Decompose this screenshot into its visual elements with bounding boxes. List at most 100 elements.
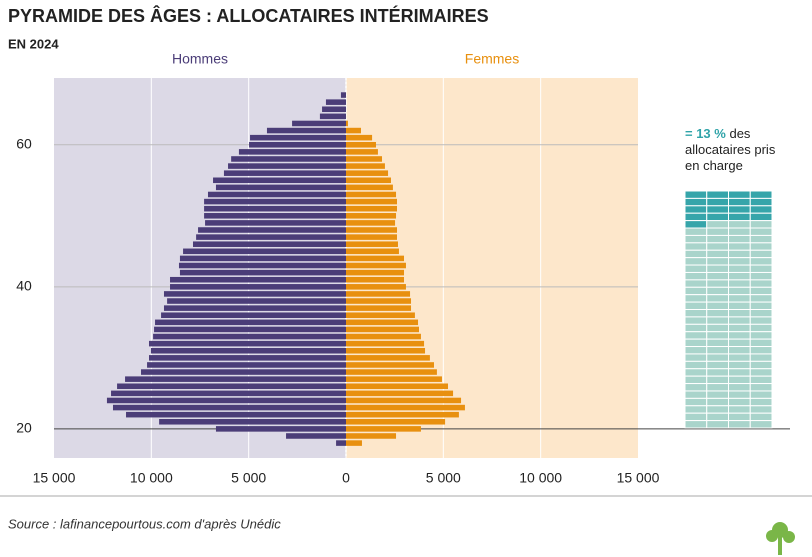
bar [346,369,437,375]
bar [204,213,346,219]
waffle-cell [706,227,729,236]
waffle-cell [749,279,773,288]
waffle-cell [728,190,751,199]
bar [319,113,346,120]
bar [346,426,421,432]
x-tick-label: 15 000 [33,470,76,486]
bar [155,319,346,326]
waffle-cell [749,205,773,214]
waffle-cell [706,368,729,377]
x-tick-label: 0 [342,470,350,486]
x-tick-label: 5 000 [231,470,266,486]
bar [346,163,385,169]
waffle-cell [706,323,729,333]
waffle-cell [684,301,708,310]
bar [170,284,346,290]
waffle-cell [706,375,729,385]
source: Source : lafinancepourtous.com d'après U… [8,516,281,531]
waffle-cell [728,220,751,229]
waffle-cell [706,264,729,273]
waffle-cell [684,264,708,273]
waffle-cell [684,294,708,303]
waffle-cell [706,383,729,392]
waffle-cell [749,264,773,273]
bar [346,276,405,283]
bar [147,362,346,368]
x-tick-label: 10 000 [519,470,562,486]
waffle-cell [728,405,751,414]
waffle-cell [749,227,773,236]
bar [346,411,459,418]
bar [192,241,346,247]
bar [179,255,346,262]
bar [112,404,346,411]
waffle-cell [706,338,729,348]
waffle-cell [749,383,773,392]
bar [148,340,346,347]
waffle-cell [706,205,729,214]
waffle-cell [684,279,708,288]
bar [170,276,346,283]
waffle-cell [749,190,773,199]
bar [346,390,454,397]
waffle-cell [684,286,708,296]
bar [346,298,412,304]
x-tick-label: 15 000 [617,470,660,486]
waffle-cell [684,257,708,266]
bar [117,383,347,390]
bar [238,149,346,155]
bar [346,213,397,219]
bar [346,177,391,184]
x-tick-label: 10 000 [130,470,173,486]
bar [153,333,346,340]
waffle-cell [749,405,773,414]
waffle-cell [728,286,751,296]
bar [346,355,430,361]
bar [346,397,462,404]
waffle-cell [684,249,708,259]
waffle-cell [684,205,708,214]
bar [159,419,346,425]
waffle-cell [684,227,708,236]
logo [766,522,795,555]
waffle-cell [706,420,729,429]
waffle-cell [749,316,773,325]
bar [207,191,346,198]
bar [346,262,406,269]
bar [126,411,346,418]
bar [111,390,347,397]
bar [346,362,434,368]
waffle-cell [728,383,751,392]
waffle-cell [728,212,751,222]
bar [154,326,346,333]
bar [325,99,346,105]
waffle-cell [706,301,729,310]
bar [205,220,346,226]
waffle-cell [749,331,773,340]
waffle-cell [706,212,729,222]
waffle-cell [728,375,751,385]
waffle-cell [728,346,751,355]
bar [340,92,346,98]
waffle-cell [684,323,708,333]
waffle-cell [706,294,729,303]
waffle-cell [728,294,751,303]
y-tick-label: 20 [16,420,32,436]
waffle-cell [706,397,729,407]
bar [346,433,397,439]
bar [141,369,346,375]
bar [346,326,419,333]
waffle-cell [706,257,729,266]
bar [196,234,346,240]
waffle-cell [749,338,773,348]
annotation: = 13 % des allocataires pris en charge [685,126,785,174]
waffle-cell [749,212,773,222]
waffle-cell [706,242,729,251]
bar [163,291,346,297]
bar [346,284,406,290]
waffle-cell [749,234,773,244]
x-tick-label: 5 000 [426,470,461,486]
waffle-cell [706,346,729,355]
